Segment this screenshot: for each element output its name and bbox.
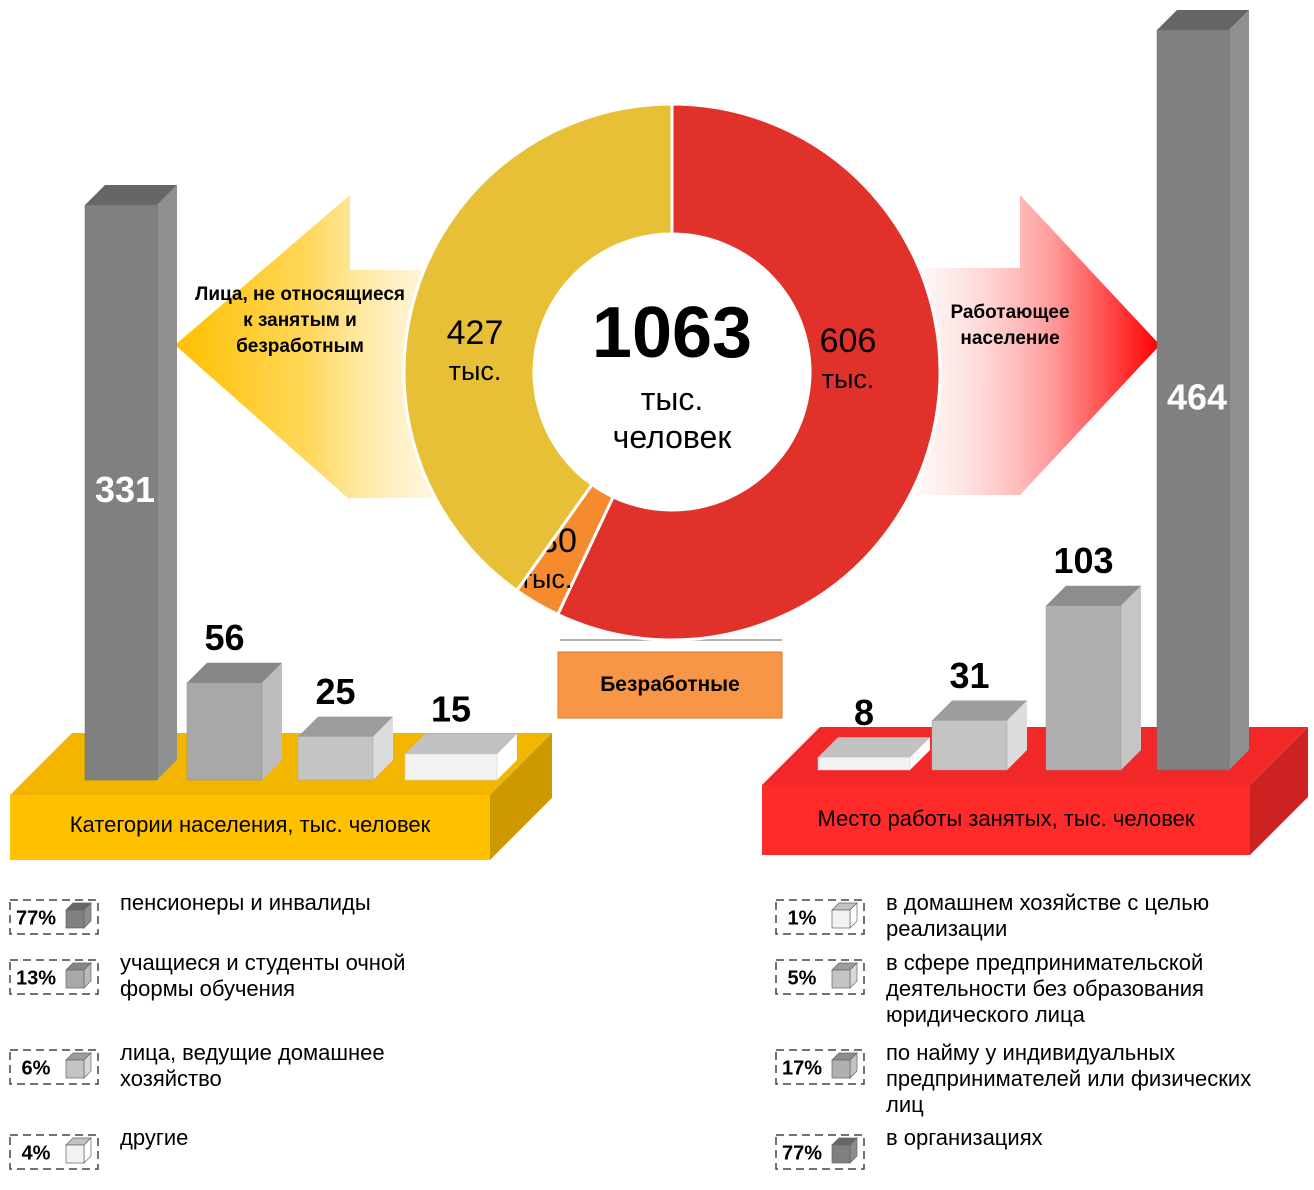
bar-front [817,756,911,771]
legend-share: 1% [788,907,817,929]
slice-unit: тыс. [822,364,875,394]
bar-side [1229,10,1249,770]
bar-front [1156,29,1230,771]
bar-top [1157,10,1249,30]
bar-front [297,736,374,781]
legend-share-box [9,899,99,935]
bar-value: 25 [315,671,355,712]
bar-value: 15 [431,688,471,729]
bar-front [84,204,158,781]
chart-title: Категории населения, тыс. человек [69,812,431,837]
legend-cube-front [831,969,851,989]
legend-cube-front [65,1059,85,1079]
bar-front [1045,605,1122,771]
slice-value: 606 [820,322,877,360]
total-unit: тыс. человек [612,381,732,455]
bar [817,737,930,771]
legend-share-box [9,1134,99,1170]
legend-label: в домашнем хозяйстве с целью реализации [886,890,1210,941]
legend-cube-front [831,1059,851,1079]
legend-share-box [775,1049,865,1085]
donut-slice [402,102,674,593]
bar-value: 56 [204,617,244,658]
legend-share-box [775,1134,865,1170]
platform-front [762,785,1250,855]
right-arrow [890,195,1160,495]
bar-top [85,185,177,205]
bar-side [157,185,177,780]
unemployed-box [557,651,783,719]
bar-side [1007,700,1027,770]
slice-value: 427 [447,314,504,352]
total-value: 1063 [592,293,752,373]
bar-top [932,700,1027,721]
slice-category: Лица, не относящиеся к занятым и безрабо… [195,284,405,357]
donut-slice [555,102,942,642]
platform-side [1250,727,1308,855]
bar [84,185,177,781]
bar-top [818,737,930,758]
platform-side [490,733,552,860]
legend-share-box [9,1049,99,1085]
bar [186,662,282,781]
bar [1156,10,1249,771]
legend-share: 13% [16,967,56,989]
legend-cube-front [831,1144,851,1164]
slice-unit: тыс. [449,356,502,386]
bar-side [262,662,282,780]
bar-value: 331 [95,469,155,510]
legend-share: 5% [788,967,817,989]
legend-cube-front [65,969,85,989]
slice-category: Безработные [600,673,740,696]
legend-label: в сфере предпринимательской деятельности… [886,950,1204,1027]
bar-top [405,733,517,754]
legend-label: по найму у индивидуальных предпринимател… [886,1040,1252,1117]
legend-share: 17% [782,1057,822,1079]
legend-share: 4% [22,1142,51,1164]
bar-side [373,716,393,780]
legend-label: пенсионеры и инвалиды [120,890,371,915]
bar-front [186,682,263,781]
bar-side [497,733,517,780]
bar-side [1121,585,1141,770]
left-arrow [175,195,470,500]
slice-category: Работающее население [950,302,1070,349]
legend-label: другие [120,1125,189,1150]
bar [931,700,1027,771]
bar-top [187,662,282,683]
legend-label: лица, ведущие домашнее хозяйство [120,1040,385,1091]
bar [1045,585,1141,771]
bar [297,716,393,781]
bar-top [1046,585,1141,606]
legend-share-box [775,899,865,935]
legend-share: 77% [16,907,56,929]
bar-value: 8 [854,692,874,733]
bar-value: 31 [949,655,989,696]
legend-share: 6% [22,1057,51,1079]
legend-cube-front [65,1144,85,1164]
bar-value: 103 [1053,540,1113,581]
platform-front [10,795,490,860]
legend-label: в организациях [886,1125,1043,1150]
legend-cube-front [831,909,851,929]
chart-title: Место работы занятых, тыс. человек [817,806,1195,831]
legend-share-box [775,959,865,995]
bar-side [910,737,930,770]
legend-label: учащиеся и студенты очной формы обучения [120,950,406,1001]
legend-share-box [9,959,99,995]
bar [404,733,517,781]
bar-value: 464 [1167,377,1227,418]
legend-cube-front [65,909,85,929]
bar-front [931,720,1008,771]
legend-share: 77% [782,1142,822,1164]
bar-front [404,753,498,781]
bar-top [298,716,393,737]
